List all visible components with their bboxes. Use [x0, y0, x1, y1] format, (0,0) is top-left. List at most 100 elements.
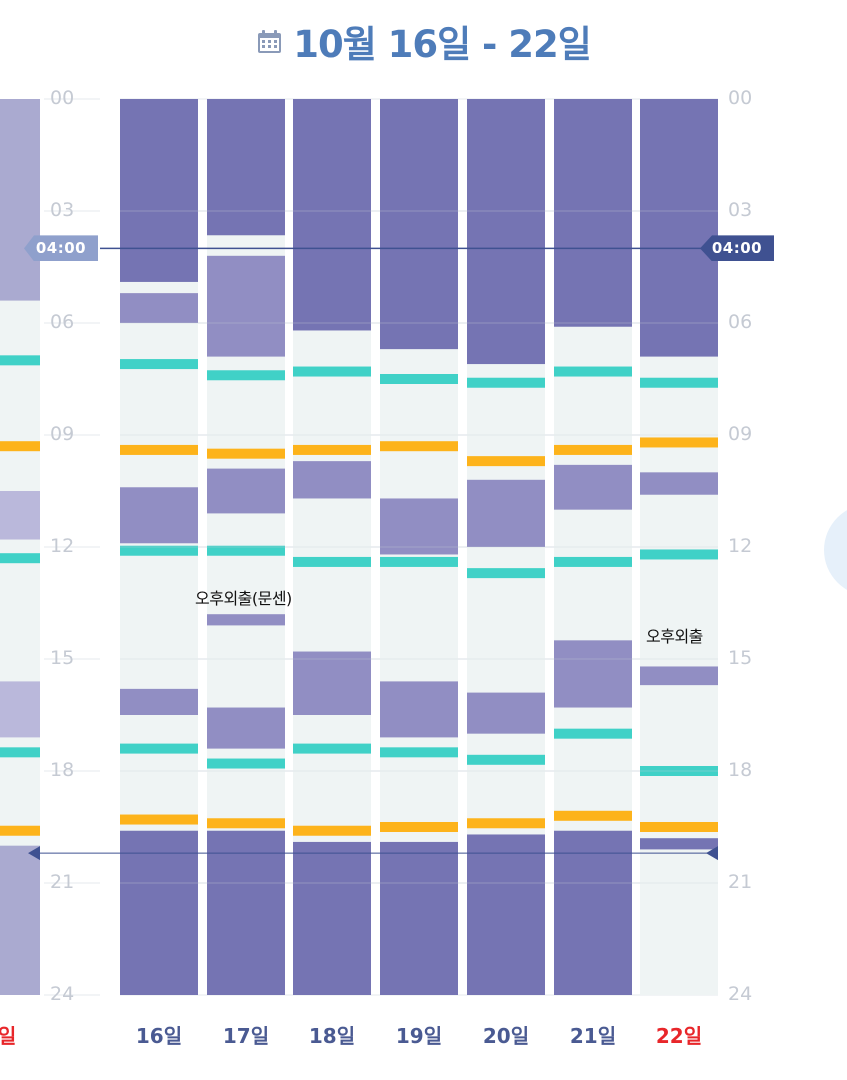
- y-tick-label-right: 18: [728, 759, 753, 781]
- sleep-block[interactable]: [640, 838, 718, 850]
- nap-block[interactable]: [207, 707, 285, 749]
- nap-block[interactable]: [640, 666, 718, 686]
- sleep-block[interactable]: [0, 845, 40, 995]
- y-tick-label-left: 21: [50, 871, 75, 893]
- medicine-marker[interactable]: [640, 822, 718, 832]
- feeding-marker[interactable]: [207, 545, 285, 556]
- sleep-block[interactable]: [120, 99, 198, 282]
- nap-block[interactable]: [0, 491, 40, 540]
- sleep-block[interactable]: [207, 830, 285, 995]
- medicine-marker[interactable]: [467, 818, 545, 829]
- nap-block[interactable]: [293, 651, 371, 715]
- medicine-marker[interactable]: [207, 818, 285, 829]
- y-tick-label-right: 24: [728, 983, 753, 1005]
- feeding-marker[interactable]: [554, 728, 632, 739]
- nap-block[interactable]: [207, 614, 285, 626]
- nap-block[interactable]: [554, 640, 632, 708]
- medicine-marker[interactable]: [380, 441, 458, 452]
- feeding-marker[interactable]: [640, 549, 718, 560]
- feeding-marker[interactable]: [640, 377, 718, 388]
- day-note: 오후외출(문센): [195, 589, 292, 608]
- feeding-marker[interactable]: [0, 747, 40, 758]
- feeding-marker[interactable]: [293, 743, 371, 754]
- medicine-marker[interactable]: [467, 456, 545, 467]
- medicine-marker[interactable]: [293, 444, 371, 455]
- y-tick-label-left: 12: [50, 535, 75, 557]
- sleep-block[interactable]: [293, 841, 371, 995]
- nap-block[interactable]: [120, 293, 198, 323]
- day-label[interactable]: 21일: [569, 1024, 617, 1048]
- y-tick-label-right: 09: [728, 423, 753, 445]
- feeding-marker[interactable]: [120, 743, 198, 754]
- nap-block[interactable]: [467, 479, 545, 547]
- feeding-marker[interactable]: [0, 553, 40, 564]
- medicine-marker[interactable]: [120, 814, 198, 825]
- day-label[interactable]: 16일: [135, 1024, 183, 1048]
- feeding-marker[interactable]: [380, 556, 458, 567]
- nap-block[interactable]: [380, 681, 458, 738]
- nap-block[interactable]: [467, 692, 545, 734]
- current-time-badge-right: 04:00: [700, 235, 774, 262]
- nap-block[interactable]: [0, 681, 40, 738]
- medicine-marker[interactable]: [207, 448, 285, 459]
- prev-week-day-label[interactable]: 5일: [0, 1024, 17, 1048]
- day-label[interactable]: 20일: [482, 1024, 530, 1048]
- medicine-marker[interactable]: [640, 437, 718, 448]
- feeding-marker[interactable]: [293, 556, 371, 567]
- medicine-marker[interactable]: [554, 444, 632, 455]
- feeding-marker[interactable]: [0, 355, 40, 366]
- feeding-marker[interactable]: [120, 545, 198, 556]
- nap-block[interactable]: [380, 498, 458, 555]
- feeding-marker[interactable]: [207, 370, 285, 381]
- y-tick-label-left: 15: [50, 647, 75, 669]
- day-label[interactable]: 19일: [395, 1024, 443, 1048]
- medicine-marker[interactable]: [120, 444, 198, 455]
- medicine-marker[interactable]: [380, 822, 458, 832]
- sleep-block[interactable]: [0, 99, 40, 301]
- feeding-marker[interactable]: [640, 766, 718, 776]
- nap-block[interactable]: [207, 255, 285, 357]
- day-label[interactable]: 22일: [655, 1024, 703, 1048]
- week-range-title[interactable]: 10월 16일 - 22일: [0, 18, 847, 66]
- sleep-block[interactable]: [554, 830, 632, 995]
- medicine-marker[interactable]: [0, 441, 40, 452]
- nap-block[interactable]: [640, 472, 718, 495]
- next-week-button[interactable]: [824, 504, 847, 596]
- sleep-block[interactable]: [120, 830, 198, 995]
- y-tick-label-right: 03: [728, 199, 753, 221]
- day-label[interactable]: 17일: [222, 1024, 270, 1048]
- nap-block[interactable]: [207, 468, 285, 514]
- feeding-marker[interactable]: [467, 377, 545, 388]
- sleep-block[interactable]: [467, 834, 545, 995]
- page-title: 10월 16일 - 22일: [293, 23, 592, 66]
- time-pointer-marker: [706, 846, 718, 861]
- feeding-marker[interactable]: [380, 374, 458, 384]
- nap-block[interactable]: [120, 487, 198, 544]
- feeding-marker[interactable]: [293, 366, 371, 377]
- feeding-marker[interactable]: [554, 366, 632, 377]
- feeding-marker[interactable]: [380, 747, 458, 758]
- medicine-marker[interactable]: [0, 825, 40, 836]
- feeding-marker[interactable]: [207, 758, 285, 769]
- sleep-block[interactable]: [554, 99, 632, 327]
- feeding-marker[interactable]: [467, 754, 545, 765]
- sleep-block[interactable]: [293, 99, 371, 331]
- sleep-block[interactable]: [380, 99, 458, 350]
- nap-block[interactable]: [554, 464, 632, 510]
- y-tick-label-left: 06: [50, 311, 75, 333]
- medicine-marker[interactable]: [554, 810, 632, 821]
- feeding-marker[interactable]: [120, 359, 198, 370]
- feeding-marker[interactable]: [554, 556, 632, 567]
- nap-block[interactable]: [293, 461, 371, 499]
- sleep-block[interactable]: [467, 99, 545, 365]
- day-label[interactable]: 18일: [308, 1024, 356, 1048]
- day-note: 오후외출: [646, 627, 703, 646]
- feeding-marker[interactable]: [467, 568, 545, 579]
- sleep-block[interactable]: [640, 99, 718, 357]
- medicine-marker[interactable]: [293, 825, 371, 836]
- sleep-block[interactable]: [380, 841, 458, 995]
- sleep-block[interactable]: [207, 99, 285, 236]
- nap-block[interactable]: [120, 688, 198, 715]
